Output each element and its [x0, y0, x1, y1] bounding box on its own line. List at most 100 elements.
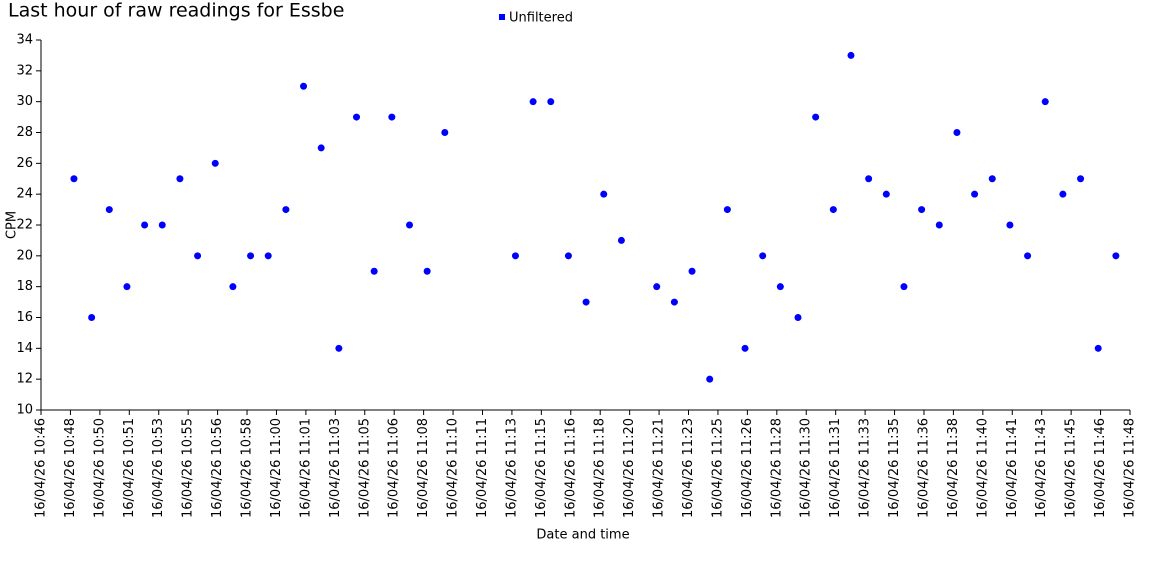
- y-tick-label: 26: [16, 156, 33, 171]
- y-tick-label: 24: [16, 187, 33, 202]
- legend-label: Unfiltered: [509, 11, 573, 26]
- point: [582, 298, 590, 306]
- point: [688, 267, 696, 275]
- y-axis-label: CPM: [5, 211, 20, 239]
- x-tick-label: 16/04/26 10:51: [122, 418, 137, 518]
- point: [776, 283, 784, 291]
- x-tick-label: 16/04/26 10:55: [181, 418, 196, 518]
- point: [141, 221, 149, 229]
- x-tick-label: 16/04/26 11:43: [1034, 418, 1049, 518]
- y-tick-label: 18: [16, 279, 33, 294]
- point: [670, 298, 678, 306]
- point: [918, 206, 926, 214]
- x-tick-label: 16/04/26 11:36: [916, 418, 931, 518]
- y-tick-label: 10: [16, 403, 33, 418]
- x-tick-label: 16/04/26 11:06: [387, 418, 402, 518]
- x-tick-label: 16/04/26 11:40: [975, 418, 990, 518]
- x-tick-label: 16/04/26 11:33: [858, 418, 873, 518]
- point: [123, 283, 131, 291]
- point: [70, 175, 78, 183]
- point: [723, 206, 731, 214]
- point: [812, 113, 820, 121]
- point: [547, 98, 555, 106]
- point: [988, 175, 996, 183]
- point: [194, 252, 202, 260]
- x-tick-label: 16/04/26 11:41: [1005, 418, 1020, 518]
- x-tick-label: 16/04/26 10:58: [240, 418, 255, 518]
- point: [953, 129, 961, 136]
- x-tick-label: 16/04/26 11:38: [946, 418, 961, 518]
- x-tick-label: 16/04/26 11:10: [446, 418, 461, 518]
- x-tick-label: 16/04/26 11:15: [534, 418, 549, 518]
- point: [1006, 221, 1014, 229]
- point: [176, 175, 184, 183]
- point: [388, 113, 396, 121]
- point: [882, 190, 890, 198]
- point: [900, 283, 908, 291]
- point: [211, 159, 219, 167]
- point: [1094, 344, 1102, 352]
- point: [317, 144, 325, 152]
- x-tick-label: 16/04/26 11:20: [622, 418, 637, 518]
- x-tick-label: 16/04/26 11:30: [799, 418, 814, 518]
- x-tick-label: 16/04/26 11:16: [563, 418, 578, 518]
- point: [511, 252, 519, 260]
- x-tick-label: 16/04/26 11:13: [504, 418, 519, 518]
- x-tick-label: 16/04/26 11:23: [681, 418, 696, 518]
- x-tick-label: 16/04/26 11:46: [1093, 418, 1108, 518]
- point: [158, 221, 166, 229]
- point: [353, 113, 361, 121]
- x-tick-label: 16/04/26 10:53: [151, 418, 166, 518]
- x-tick-label: 16/04/26 11:28: [769, 418, 784, 518]
- y-tick-label: 16: [16, 310, 33, 325]
- y-tick-label: 22: [16, 218, 33, 233]
- x-tick-label: 16/04/26 10:50: [92, 418, 107, 518]
- point: [741, 344, 749, 352]
- point: [1077, 175, 1085, 183]
- point: [1024, 252, 1032, 260]
- y-tick-label: 28: [16, 125, 33, 140]
- point: [1041, 98, 1049, 106]
- x-tick-label: 16/04/26 11:48: [1123, 418, 1138, 518]
- x-tick-label: 16/04/26 11:45: [1064, 418, 1079, 518]
- point: [423, 267, 431, 275]
- point: [829, 206, 837, 214]
- x-tick-label: 16/04/26 11:11: [475, 418, 490, 518]
- x-tick-label: 16/04/26 11:00: [269, 418, 284, 518]
- point: [335, 344, 343, 352]
- y-tick-label: 30: [16, 94, 33, 109]
- point: [617, 236, 625, 244]
- point: [1112, 252, 1120, 260]
- x-axis-label: Date and time: [536, 528, 629, 543]
- chart-title: Last hour of raw readings for Essbe: [8, 0, 344, 22]
- point: [405, 221, 413, 229]
- point: [794, 314, 802, 321]
- point: [247, 252, 255, 260]
- point: [600, 190, 608, 198]
- point: [935, 221, 943, 229]
- y-tick-label: 34: [16, 33, 33, 48]
- point: [370, 267, 378, 275]
- x-tick-label: 16/04/26 10:56: [210, 418, 225, 518]
- point: [441, 129, 449, 136]
- point: [264, 252, 272, 260]
- x-tick-label: 16/04/26 11:01: [298, 418, 313, 518]
- point: [971, 190, 979, 198]
- x-tick-label: 16/04/26 11:31: [828, 418, 843, 518]
- point: [847, 51, 855, 59]
- point: [229, 283, 237, 291]
- point: [529, 98, 537, 106]
- legend-swatch: [499, 14, 505, 20]
- y-tick-label: 20: [16, 248, 33, 263]
- x-tick-label: 16/04/26 11:05: [357, 418, 372, 518]
- point: [706, 375, 714, 383]
- x-tick-label: 16/04/26 10:46: [34, 418, 49, 518]
- y-tick-label: 14: [16, 341, 33, 356]
- point: [865, 175, 873, 183]
- x-tick-label: 16/04/26 11:03: [328, 418, 343, 518]
- point: [88, 314, 96, 321]
- y-tick-label: 32: [16, 63, 33, 78]
- point: [300, 82, 308, 90]
- point: [653, 283, 661, 291]
